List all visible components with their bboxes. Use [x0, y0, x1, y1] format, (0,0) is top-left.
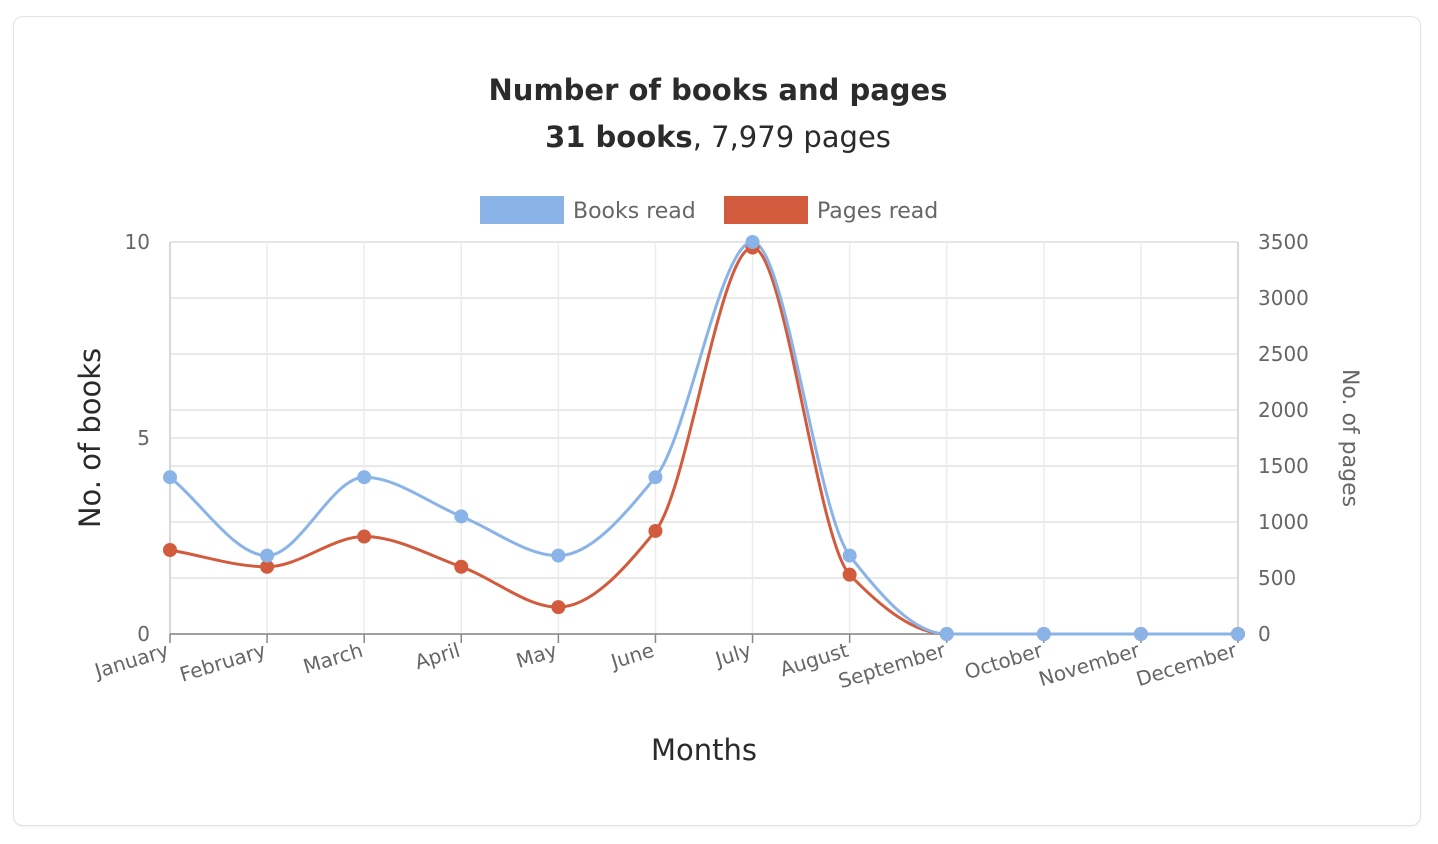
- pages-point-june[interactable]: [648, 523, 663, 538]
- gridlines: [169, 241, 1239, 635]
- x-tick-label-january: January: [90, 638, 172, 684]
- books-point-april[interactable]: [454, 509, 469, 524]
- chart-subtitle: 31 books, 7,979 pages: [545, 120, 891, 154]
- y-right-tick-label: 0: [1258, 622, 1271, 646]
- y-axis-right-label: No. of pages: [1337, 369, 1362, 507]
- y-left-tick-label: 0: [137, 622, 150, 646]
- books-point-june[interactable]: [648, 470, 663, 485]
- y-axis-left-label: No. of books: [73, 348, 107, 528]
- pages-point-august[interactable]: [842, 567, 857, 582]
- books-point-may[interactable]: [551, 548, 566, 563]
- pages-point-may[interactable]: [551, 600, 566, 615]
- books-point-october[interactable]: [1036, 627, 1051, 641]
- series-points: [163, 235, 1245, 641]
- x-tick-label-march: March: [300, 638, 365, 679]
- y-left-tick-label: 5: [137, 426, 150, 450]
- y-right-tick-label: 3500: [1258, 230, 1309, 254]
- pages-point-march[interactable]: [357, 529, 372, 544]
- books-point-january[interactable]: [163, 470, 177, 485]
- x-tick-label-february: February: [177, 638, 269, 687]
- series-line-books: [169, 240, 1238, 636]
- legend-label-0[interactable]: Books read: [573, 199, 696, 224]
- x-tick-label-may: May: [513, 638, 560, 673]
- pages-point-february[interactable]: [260, 559, 275, 574]
- x-tick-label-july: July: [711, 638, 754, 672]
- chart-title: Number of books and pages: [489, 73, 948, 107]
- x-axis-label: Months: [651, 733, 757, 767]
- legend-swatch-1[interactable]: [724, 196, 808, 224]
- books-point-august[interactable]: [842, 548, 857, 563]
- books-point-november[interactable]: [1133, 627, 1148, 641]
- y-right-tick-label: 1500: [1258, 454, 1309, 478]
- books-point-september[interactable]: [939, 627, 954, 641]
- y-right-tick-label: 3000: [1258, 286, 1309, 310]
- books-point-july[interactable]: [745, 235, 760, 249]
- y-right-tick-label: 500: [1258, 566, 1296, 590]
- subtitle-books: 31 books: [545, 120, 693, 154]
- books-point-february[interactable]: [260, 548, 275, 563]
- legend: Books read Pages read: [480, 196, 938, 224]
- pages-point-april[interactable]: [454, 559, 469, 574]
- books-point-december[interactable]: [1231, 627, 1245, 641]
- legend-swatch-0[interactable]: [480, 196, 564, 224]
- x-tick-label-october: October: [962, 638, 1046, 685]
- y-left-tick-label: 10: [125, 230, 150, 254]
- y-right-tick-label: 2000: [1258, 398, 1309, 422]
- legend-label-1[interactable]: Pages read: [817, 199, 938, 224]
- x-tick-label-september: September: [835, 638, 948, 693]
- books-point-march[interactable]: [357, 470, 372, 485]
- subtitle-pages: , 7,979 pages: [693, 120, 891, 154]
- x-tick-label-december: December: [1133, 638, 1240, 692]
- y-right-tick-label: 1000: [1258, 510, 1309, 534]
- series-line-pages: [169, 246, 1238, 636]
- chart-card: [13, 16, 1421, 826]
- x-tick-label-november: November: [1036, 638, 1143, 692]
- x-tick-label-april: April: [412, 638, 463, 674]
- x-tick-label-june: June: [606, 638, 657, 674]
- pages-point-january[interactable]: [163, 543, 177, 557]
- axes: January February March April May June July Augu…: [90, 230, 1309, 693]
- y-right-tick-label: 2500: [1258, 342, 1309, 366]
